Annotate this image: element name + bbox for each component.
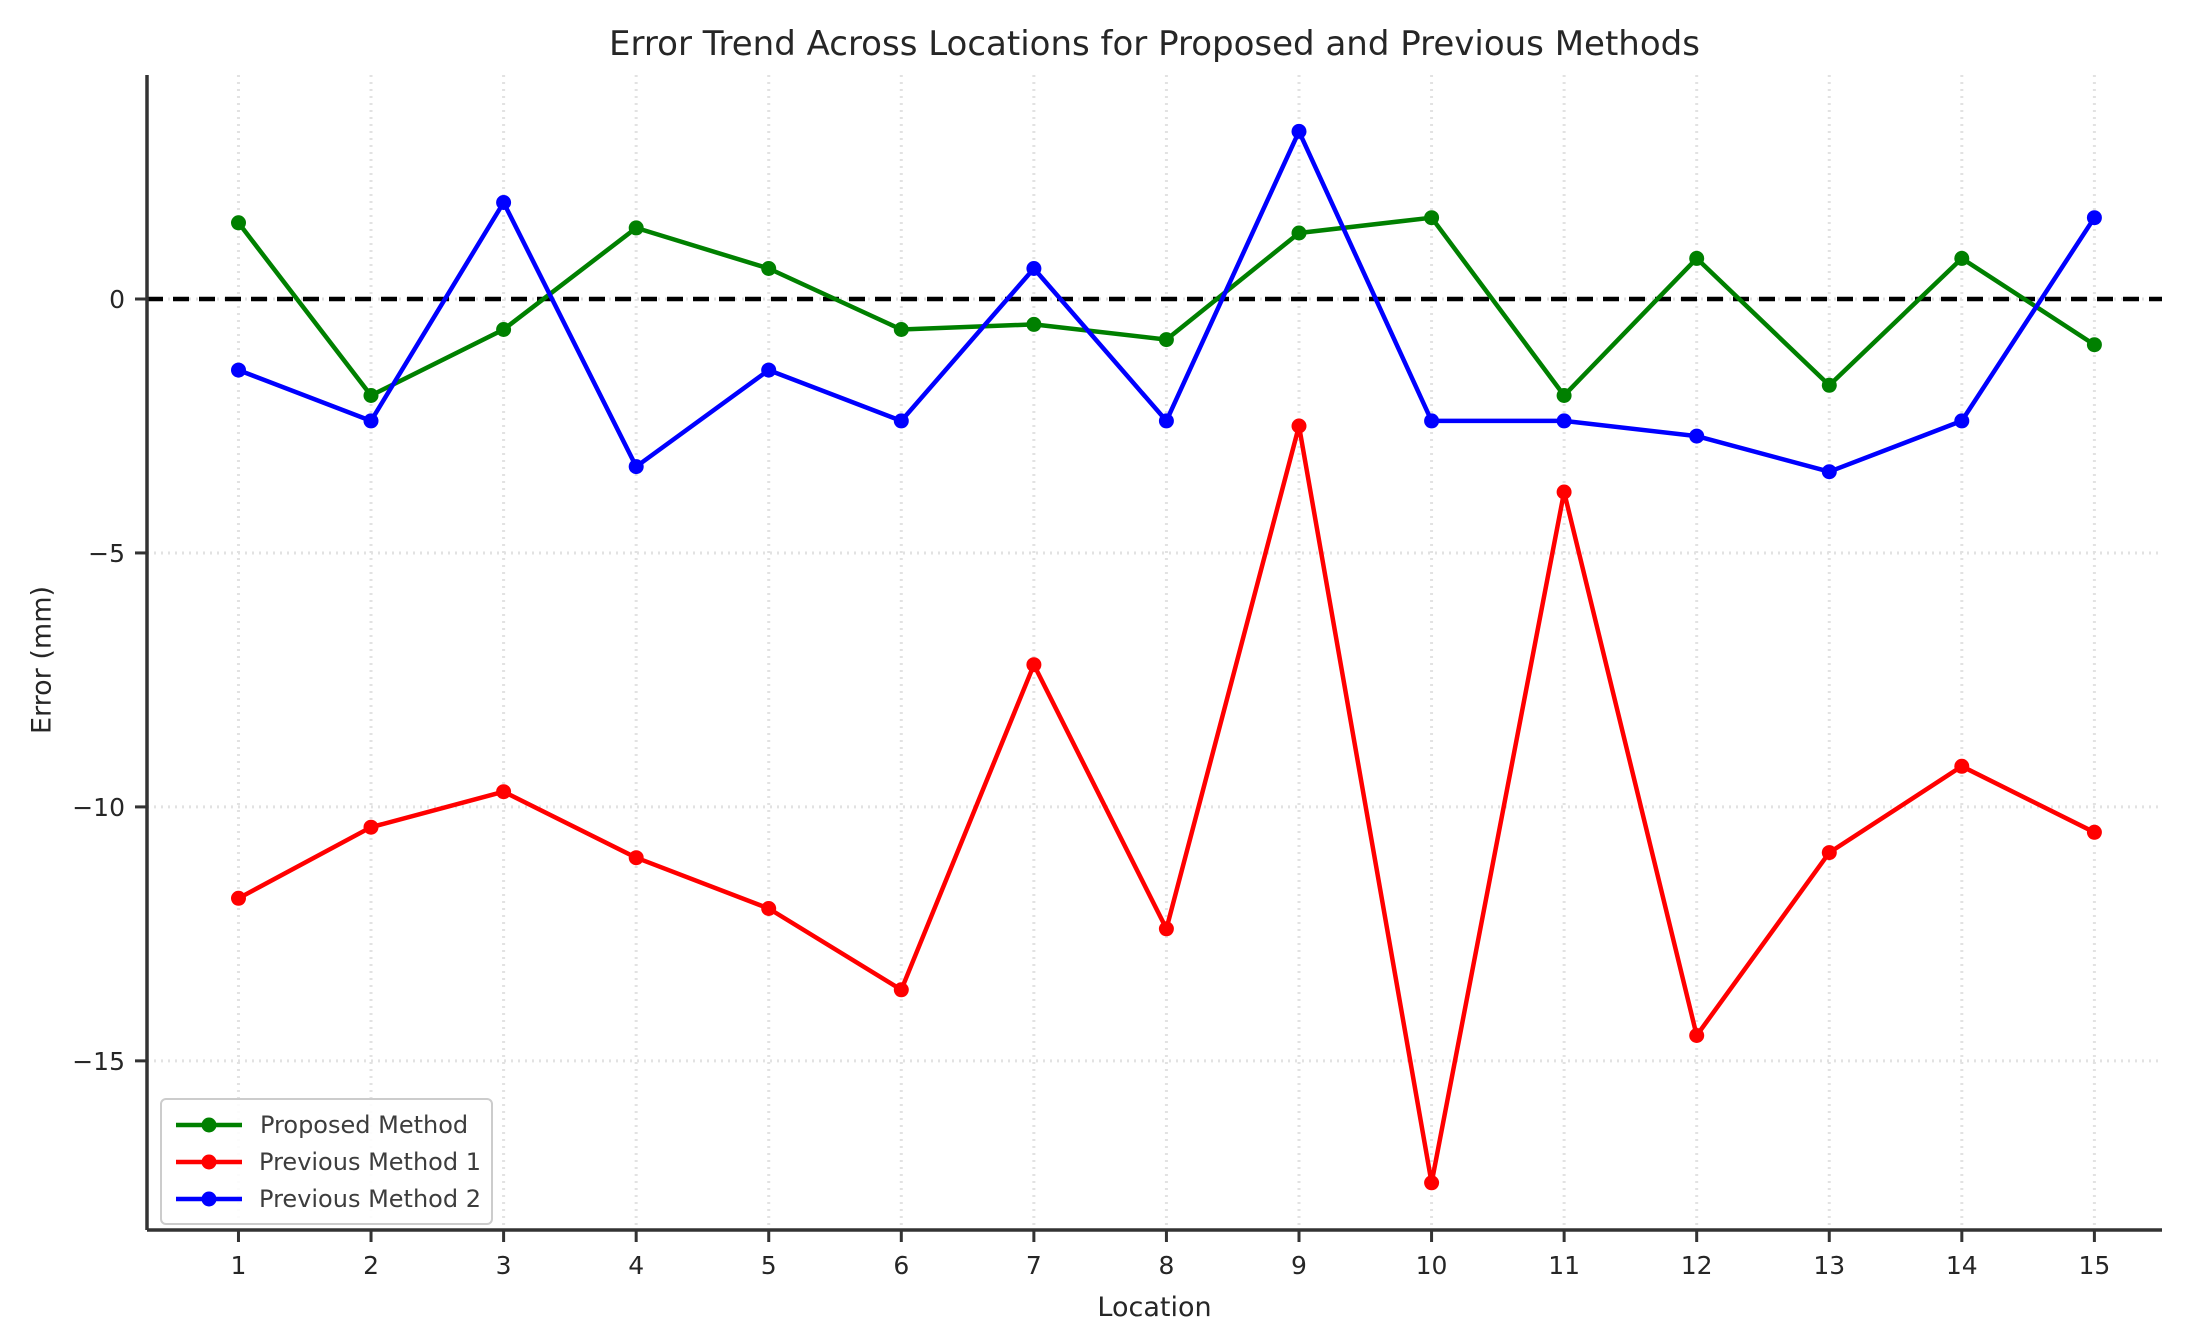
x-tick-label: 12 — [1681, 1251, 1713, 1280]
legend-item-2: Previous Method 2 — [172, 1185, 481, 1213]
series-marker-0 — [628, 220, 644, 236]
series-marker-2 — [231, 362, 246, 378]
legend-label: Previous Method 1 — [259, 1147, 481, 1176]
legend-line-sample — [176, 1191, 242, 1206]
legend-item-1: Previous Method 1 — [172, 1148, 481, 1176]
series-marker-1 — [1556, 484, 1572, 500]
series-marker-1 — [1954, 758, 1970, 774]
series-marker-1 — [1821, 845, 1837, 861]
series-marker-0 — [1291, 225, 1307, 241]
y-axis-label: Error (mm) — [26, 585, 58, 735]
series-marker-0 — [1954, 250, 1970, 266]
series-marker-1 — [1424, 1175, 1440, 1191]
x-tick-label: 15 — [2078, 1251, 2110, 1280]
series-marker-1 — [761, 901, 777, 916]
series-marker-0 — [1689, 250, 1705, 266]
series-marker-2 — [1689, 428, 1705, 444]
series-marker-2 — [761, 362, 777, 378]
series-marker-2 — [1158, 413, 1174, 429]
series-marker-2 — [1556, 413, 1572, 429]
series-marker-0 — [1424, 210, 1440, 226]
series-marker-0 — [1556, 388, 1572, 403]
series-marker-1 — [1026, 657, 1042, 673]
chart-title: Error Trend Across Locations for Propose… — [609, 24, 1700, 64]
series-marker-1 — [231, 890, 246, 906]
x-tick-label: 13 — [1813, 1251, 1845, 1280]
series-marker-2 — [496, 195, 512, 210]
y-tick-label: −10 — [72, 793, 125, 822]
series-marker-0 — [1158, 332, 1174, 348]
series-marker-2 — [893, 413, 909, 429]
legend: Proposed Method Previous Method 1 Previous… — [160, 1098, 493, 1225]
series-marker-2 — [1821, 464, 1837, 480]
x-tick-label: 5 — [761, 1251, 777, 1280]
legend-label: Proposed Method — [260, 1110, 469, 1139]
series-marker-1 — [893, 982, 909, 998]
series-marker-0 — [496, 322, 512, 337]
series-marker-1 — [1291, 418, 1307, 434]
series-marker-1 — [2086, 824, 2102, 840]
x-tick-label: 2 — [363, 1251, 379, 1280]
series-marker-2 — [1026, 261, 1042, 276]
series-marker-0 — [893, 322, 909, 337]
series-marker-0 — [363, 388, 379, 403]
series-marker-1 — [628, 850, 644, 866]
x-tick-label: 6 — [893, 1251, 909, 1280]
series-marker-2 — [628, 459, 644, 475]
x-tick-label: 3 — [496, 1251, 512, 1280]
series-marker-1 — [363, 819, 379, 835]
series-marker-0 — [1821, 377, 1837, 393]
legend-label: Previous Method 2 — [259, 1184, 481, 1213]
x-tick-label: 10 — [1416, 1251, 1448, 1280]
x-tick-label: 1 — [231, 1251, 247, 1280]
series-marker-0 — [2086, 337, 2102, 353]
x-axis-label: Location — [1097, 1292, 1212, 1323]
x-tick-label: 14 — [1946, 1251, 1978, 1280]
series-marker-2 — [1954, 413, 1970, 429]
series-marker-0 — [1026, 316, 1042, 332]
x-tick-label: 8 — [1158, 1251, 1174, 1280]
legend-line-sample — [176, 1154, 242, 1169]
legend-line-sample — [176, 1117, 242, 1132]
legend-item-0: Proposed Method — [172, 1111, 481, 1139]
y-tick-label: 0 — [109, 285, 125, 314]
series-marker-2 — [363, 413, 379, 429]
x-tick-label: 11 — [1548, 1251, 1580, 1280]
y-tick-label: −5 — [88, 539, 125, 568]
series-marker-1 — [1689, 1028, 1705, 1043]
x-tick-label: 4 — [628, 1251, 644, 1280]
series-marker-1 — [496, 784, 512, 800]
series-marker-2 — [1291, 123, 1307, 139]
series-marker-0 — [761, 261, 777, 276]
series-marker-2 — [1424, 413, 1440, 429]
series-marker-2 — [2086, 210, 2102, 226]
series-marker-0 — [231, 215, 246, 231]
y-tick-label: −15 — [72, 1047, 125, 1076]
x-tick-label: 7 — [1026, 1251, 1042, 1280]
series-marker-1 — [1158, 921, 1174, 937]
x-tick-label: 9 — [1291, 1251, 1307, 1280]
